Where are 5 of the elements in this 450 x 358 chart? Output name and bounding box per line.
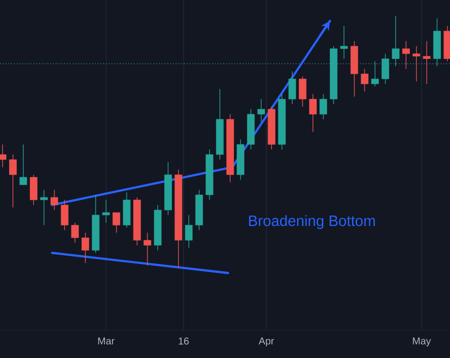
x-tick-label: May	[412, 338, 431, 346]
x-tick-label: 16	[178, 338, 189, 345]
annotation: Broadening Bottom	[249, 215, 375, 230]
x-tick-label: Mar	[98, 338, 114, 344]
x-tick-label: Apr	[258, 338, 274, 346]
